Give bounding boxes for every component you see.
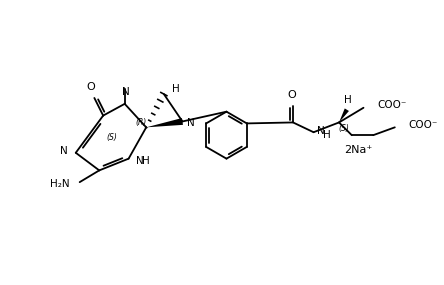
Text: H: H <box>143 156 150 166</box>
Text: H: H <box>323 130 331 140</box>
Text: N: N <box>187 118 195 129</box>
Text: COO⁻: COO⁻ <box>408 120 438 130</box>
Polygon shape <box>339 108 349 123</box>
Text: O: O <box>288 90 297 100</box>
Text: O: O <box>86 82 95 92</box>
Text: N: N <box>136 156 144 166</box>
Polygon shape <box>146 118 183 127</box>
Text: H: H <box>172 84 179 94</box>
Text: (S): (S) <box>338 124 349 133</box>
Text: N: N <box>122 87 130 97</box>
Text: (S): (S) <box>107 133 117 142</box>
Text: 2Na⁺: 2Na⁺ <box>345 145 373 155</box>
Text: N: N <box>317 126 325 136</box>
Text: (R): (R) <box>136 118 147 127</box>
Text: H: H <box>344 95 352 105</box>
Text: H₂N: H₂N <box>50 179 70 189</box>
Text: COO⁻: COO⁻ <box>377 100 407 110</box>
Text: N: N <box>60 146 68 156</box>
